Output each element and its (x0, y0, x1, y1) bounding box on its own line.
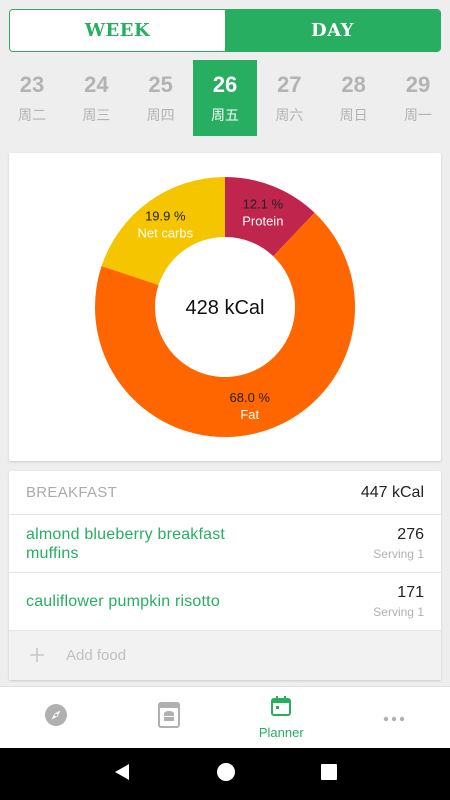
recents-icon[interactable] (321, 763, 338, 785)
slice-name-label: Fat (240, 407, 259, 422)
date-item[interactable]: 25 周四 (129, 60, 193, 136)
date-number: 29 (405, 72, 431, 97)
meal-header[interactable]: BREAKFAST 447 kCal (9, 471, 441, 515)
date-item[interactable]: 27 周六 (257, 60, 321, 136)
date-number: 23 (19, 72, 45, 97)
nav-recipes[interactable] (113, 687, 226, 748)
date-strip: 23 周二 24 周三 25 周四 26 周五 27 周六 28 周日 29 周一 (0, 60, 450, 136)
date-weekday: 周四 (146, 107, 175, 123)
week-tab[interactable]: WEEK (10, 10, 225, 51)
home-icon[interactable] (216, 762, 236, 787)
date-number: 28 (341, 72, 366, 97)
bottom-navigation: Planner (0, 686, 450, 748)
nav-more[interactable] (338, 687, 450, 748)
plus-icon (29, 642, 57, 670)
day-tab[interactable]: DAY (225, 10, 440, 51)
food-info: 171 Serving 1 (373, 584, 424, 619)
total-calories-label: 428 kCal (186, 297, 265, 319)
food-serving: Serving 1 (373, 605, 424, 619)
date-number: 25 (148, 72, 173, 97)
date-weekday: 周三 (82, 107, 111, 123)
breakfast-card: BREAKFAST 447 kCal almond blueberry brea… (9, 471, 441, 680)
food-info: 276 Serving 1 (373, 526, 424, 561)
date-weekday: 周六 (275, 107, 304, 123)
food-calories: 171 (397, 584, 424, 601)
food-name: almond blueberry breakfast muffins (26, 525, 226, 562)
slice-net-carbs[interactable] (101, 177, 225, 285)
date-item[interactable]: 24 周三 (64, 60, 128, 136)
slice-fat[interactable] (95, 212, 355, 437)
food-row[interactable]: cauliflower pumpkin risotto 171 Serving … (9, 573, 441, 631)
food-name: cauliflower pumpkin risotto (26, 593, 220, 610)
food-serving: Serving 1 (373, 547, 424, 561)
nav-discover[interactable] (0, 687, 113, 748)
slice-protein[interactable] (225, 177, 315, 257)
date-number: 24 (84, 72, 109, 97)
macro-chart-card: 12.1 % Protein 68.0 % Fat 19.9 % Net carbs 428… (9, 153, 441, 461)
date-item-selected[interactable]: 26 周五 (192, 60, 257, 136)
back-icon[interactable] (113, 763, 131, 786)
macro-donut-chart: 12.1 % Protein 68.0 % Fat 19.9 % Net carbs 428… (95, 177, 355, 437)
food-row[interactable]: almond blueberry breakfast muffins 276 S… (9, 515, 441, 573)
system-navigation-bar (0, 748, 450, 800)
nav-planner[interactable]: Planner (225, 687, 338, 748)
add-food-button[interactable]: Add food (9, 631, 441, 680)
nav-planner-label: Planner (258, 725, 304, 740)
more-icon (383, 709, 405, 727)
compass-icon (44, 703, 68, 732)
meal-title: BREAKFAST (26, 484, 118, 501)
slice-percent-label: 68.0 % (230, 390, 271, 405)
date-item[interactable]: 29 周一 (386, 60, 450, 136)
date-number: 26 (212, 72, 238, 97)
slice-name-label: Net carbs (137, 225, 193, 240)
slice-percent-label: 19.9 % (145, 208, 186, 223)
donut-hole (164, 246, 286, 368)
date-weekday: 周五 (210, 107, 239, 123)
calendar-icon (270, 695, 292, 722)
date-weekday: 周一 (403, 107, 432, 123)
meal-total-calories: 447 kCal (360, 483, 424, 501)
slice-name-label: Protein (242, 213, 283, 228)
week-day-toggle: WEEK DAY (9, 9, 441, 52)
date-item[interactable]: 28 周日 (322, 60, 386, 136)
date-weekday: 周二 (18, 107, 46, 123)
food-calories: 276 (397, 526, 424, 543)
recipe-book-icon (157, 702, 180, 733)
date-item[interactable]: 23 周二 (0, 60, 64, 136)
add-food-label: Add food (66, 647, 127, 664)
date-weekday: 周日 (339, 107, 368, 123)
date-number: 27 (277, 72, 302, 97)
slice-percent-label: 12.1 % (243, 196, 284, 211)
